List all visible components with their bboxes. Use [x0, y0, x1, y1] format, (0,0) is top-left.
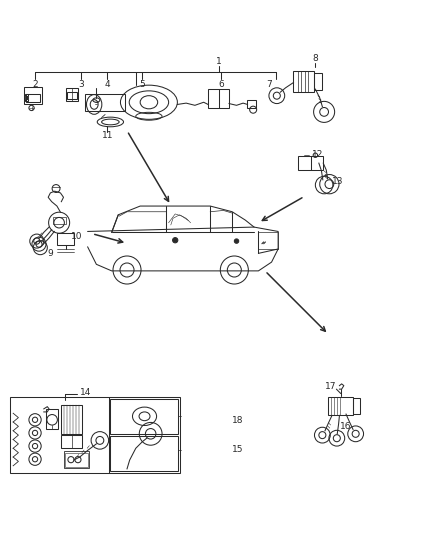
Text: 18: 18 [232, 416, 244, 425]
Bar [65, 453, 88, 467]
Text: 10: 10 [71, 232, 82, 241]
Bar [53, 217, 66, 223]
Text: 3: 3 [78, 80, 84, 89]
Bar [258, 232, 278, 249]
Bar [64, 451, 89, 468]
Text: 4: 4 [105, 80, 110, 89]
Bar [110, 435, 178, 472]
Bar [314, 74, 322, 90]
Text: 13: 13 [332, 176, 343, 185]
Bar [293, 71, 314, 92]
Bar [353, 398, 360, 414]
Text: 17: 17 [325, 383, 336, 391]
Bar [26, 94, 40, 102]
Text: 9: 9 [47, 249, 53, 258]
Text: 7: 7 [266, 80, 272, 89]
Text: 11: 11 [102, 131, 113, 140]
Text: 14: 14 [80, 387, 91, 397]
Bar [247, 100, 256, 108]
Text: 8: 8 [312, 54, 318, 63]
Bar [298, 156, 323, 170]
Bar [25, 94, 28, 96]
Text: 1: 1 [216, 58, 222, 67]
Circle shape [234, 239, 239, 243]
Bar [25, 96, 28, 98]
Bar [208, 89, 229, 108]
Bar [57, 233, 74, 246]
Bar [24, 87, 42, 104]
Bar [328, 397, 353, 415]
Bar [61, 435, 82, 448]
Circle shape [173, 238, 178, 243]
Text: 6: 6 [218, 80, 224, 89]
Text: 5: 5 [139, 80, 145, 89]
Bar [110, 399, 178, 434]
Text: 15: 15 [232, 445, 244, 454]
Text: 16: 16 [340, 422, 352, 431]
Text: 2: 2 [32, 80, 38, 89]
Bar [67, 92, 77, 99]
Bar [85, 94, 125, 111]
Bar [46, 409, 58, 429]
Bar [25, 99, 28, 101]
Text: 12: 12 [312, 150, 323, 159]
Bar [10, 397, 180, 473]
Bar [61, 405, 82, 434]
Bar [66, 88, 78, 101]
